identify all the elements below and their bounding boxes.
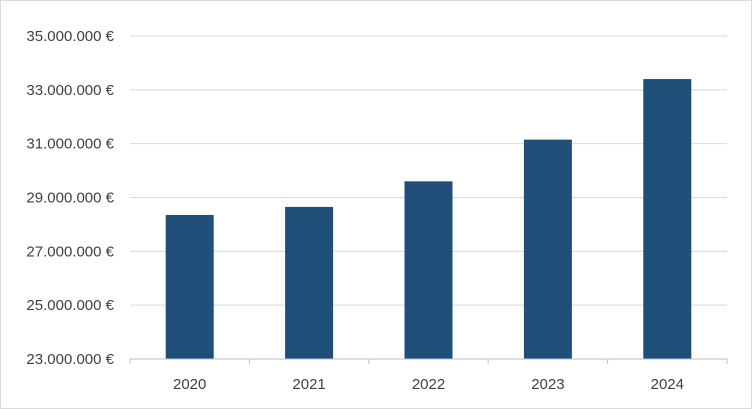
y-tick-label: 23.000.000 € xyxy=(26,351,114,368)
x-tick-label: 2023 xyxy=(531,376,564,393)
x-tick-label: 2021 xyxy=(292,376,325,393)
bar-2022 xyxy=(404,181,453,359)
x-tick-labels: 2020 2021 2022 2023 2024 xyxy=(173,376,684,393)
x-tick-label: 2022 xyxy=(412,376,445,393)
y-tick-label: 27.000.000 € xyxy=(26,243,114,260)
gridlines xyxy=(130,35,727,306)
x-tick-label: 2024 xyxy=(651,376,684,393)
y-tick-label: 35.000.000 € xyxy=(26,28,114,45)
bar-2020 xyxy=(165,214,214,359)
bar-2021 xyxy=(285,206,334,359)
bars xyxy=(165,79,692,360)
y-tick-label: 31.000.000 € xyxy=(26,136,114,153)
y-tick-labels: 23.000.000 € 25.000.000 € 27.000.000 € 29.0… xyxy=(26,28,114,368)
bar-2024 xyxy=(643,79,692,360)
x-tick-label: 2020 xyxy=(173,376,206,393)
y-tick-label: 29.000.000 € xyxy=(26,190,114,207)
bar-2023 xyxy=(523,139,572,359)
y-tick-label: 25.000.000 € xyxy=(26,297,114,314)
y-tick-label: 33.000.000 € xyxy=(26,82,114,99)
x-axis xyxy=(129,358,728,364)
